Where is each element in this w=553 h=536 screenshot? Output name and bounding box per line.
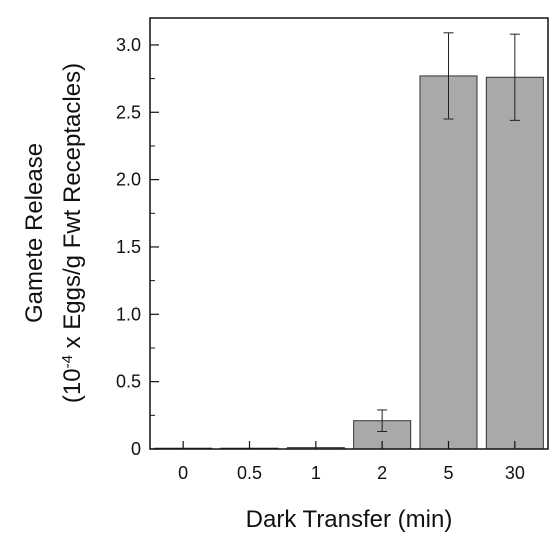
x-axis-ticks: 0 0.5 1 2 5 30 (178, 441, 525, 483)
bar (419, 75, 478, 450)
y-axis-title-suffix: x Eggs/g Fwt Receptacles) (59, 63, 86, 355)
y-tick-label: 0.5 (116, 372, 141, 392)
y-axis-title-line1: Gamete Release (21, 143, 48, 323)
x-axis-title: Dark Transfer (min) (246, 506, 453, 533)
x-tick-label: 5 (443, 463, 453, 483)
y-tick-label: 1.0 (116, 304, 141, 324)
x-tick-label: 1 (311, 463, 321, 483)
y-tick-label: 2.0 (116, 170, 141, 190)
y-tick-label: 1.5 (116, 237, 141, 257)
y-axis-ticks: 0 0.5 1.0 1.5 2.0 2.5 3.0 (116, 35, 159, 459)
plot-frame (149, 17, 549, 450)
y-axis-title-exponent: -4 (59, 355, 76, 368)
bar (485, 76, 544, 450)
y-axis-title-line2: (10-4 x Eggs/g Fwt Receptacles) (59, 63, 87, 403)
y-tick-label: 3.0 (116, 35, 141, 55)
y-tick-label: 0 (131, 439, 141, 459)
x-tick-label: 2 (377, 463, 387, 483)
bars-group (154, 75, 544, 450)
x-tick-label: 0.5 (237, 463, 262, 483)
y-tick-label: 2.5 (116, 102, 141, 122)
y-axis-title-prefix: (10 (59, 368, 86, 403)
x-tick-label: 0 (178, 463, 188, 483)
error-bars-group (377, 32, 520, 432)
x-tick-label: 30 (505, 463, 525, 483)
